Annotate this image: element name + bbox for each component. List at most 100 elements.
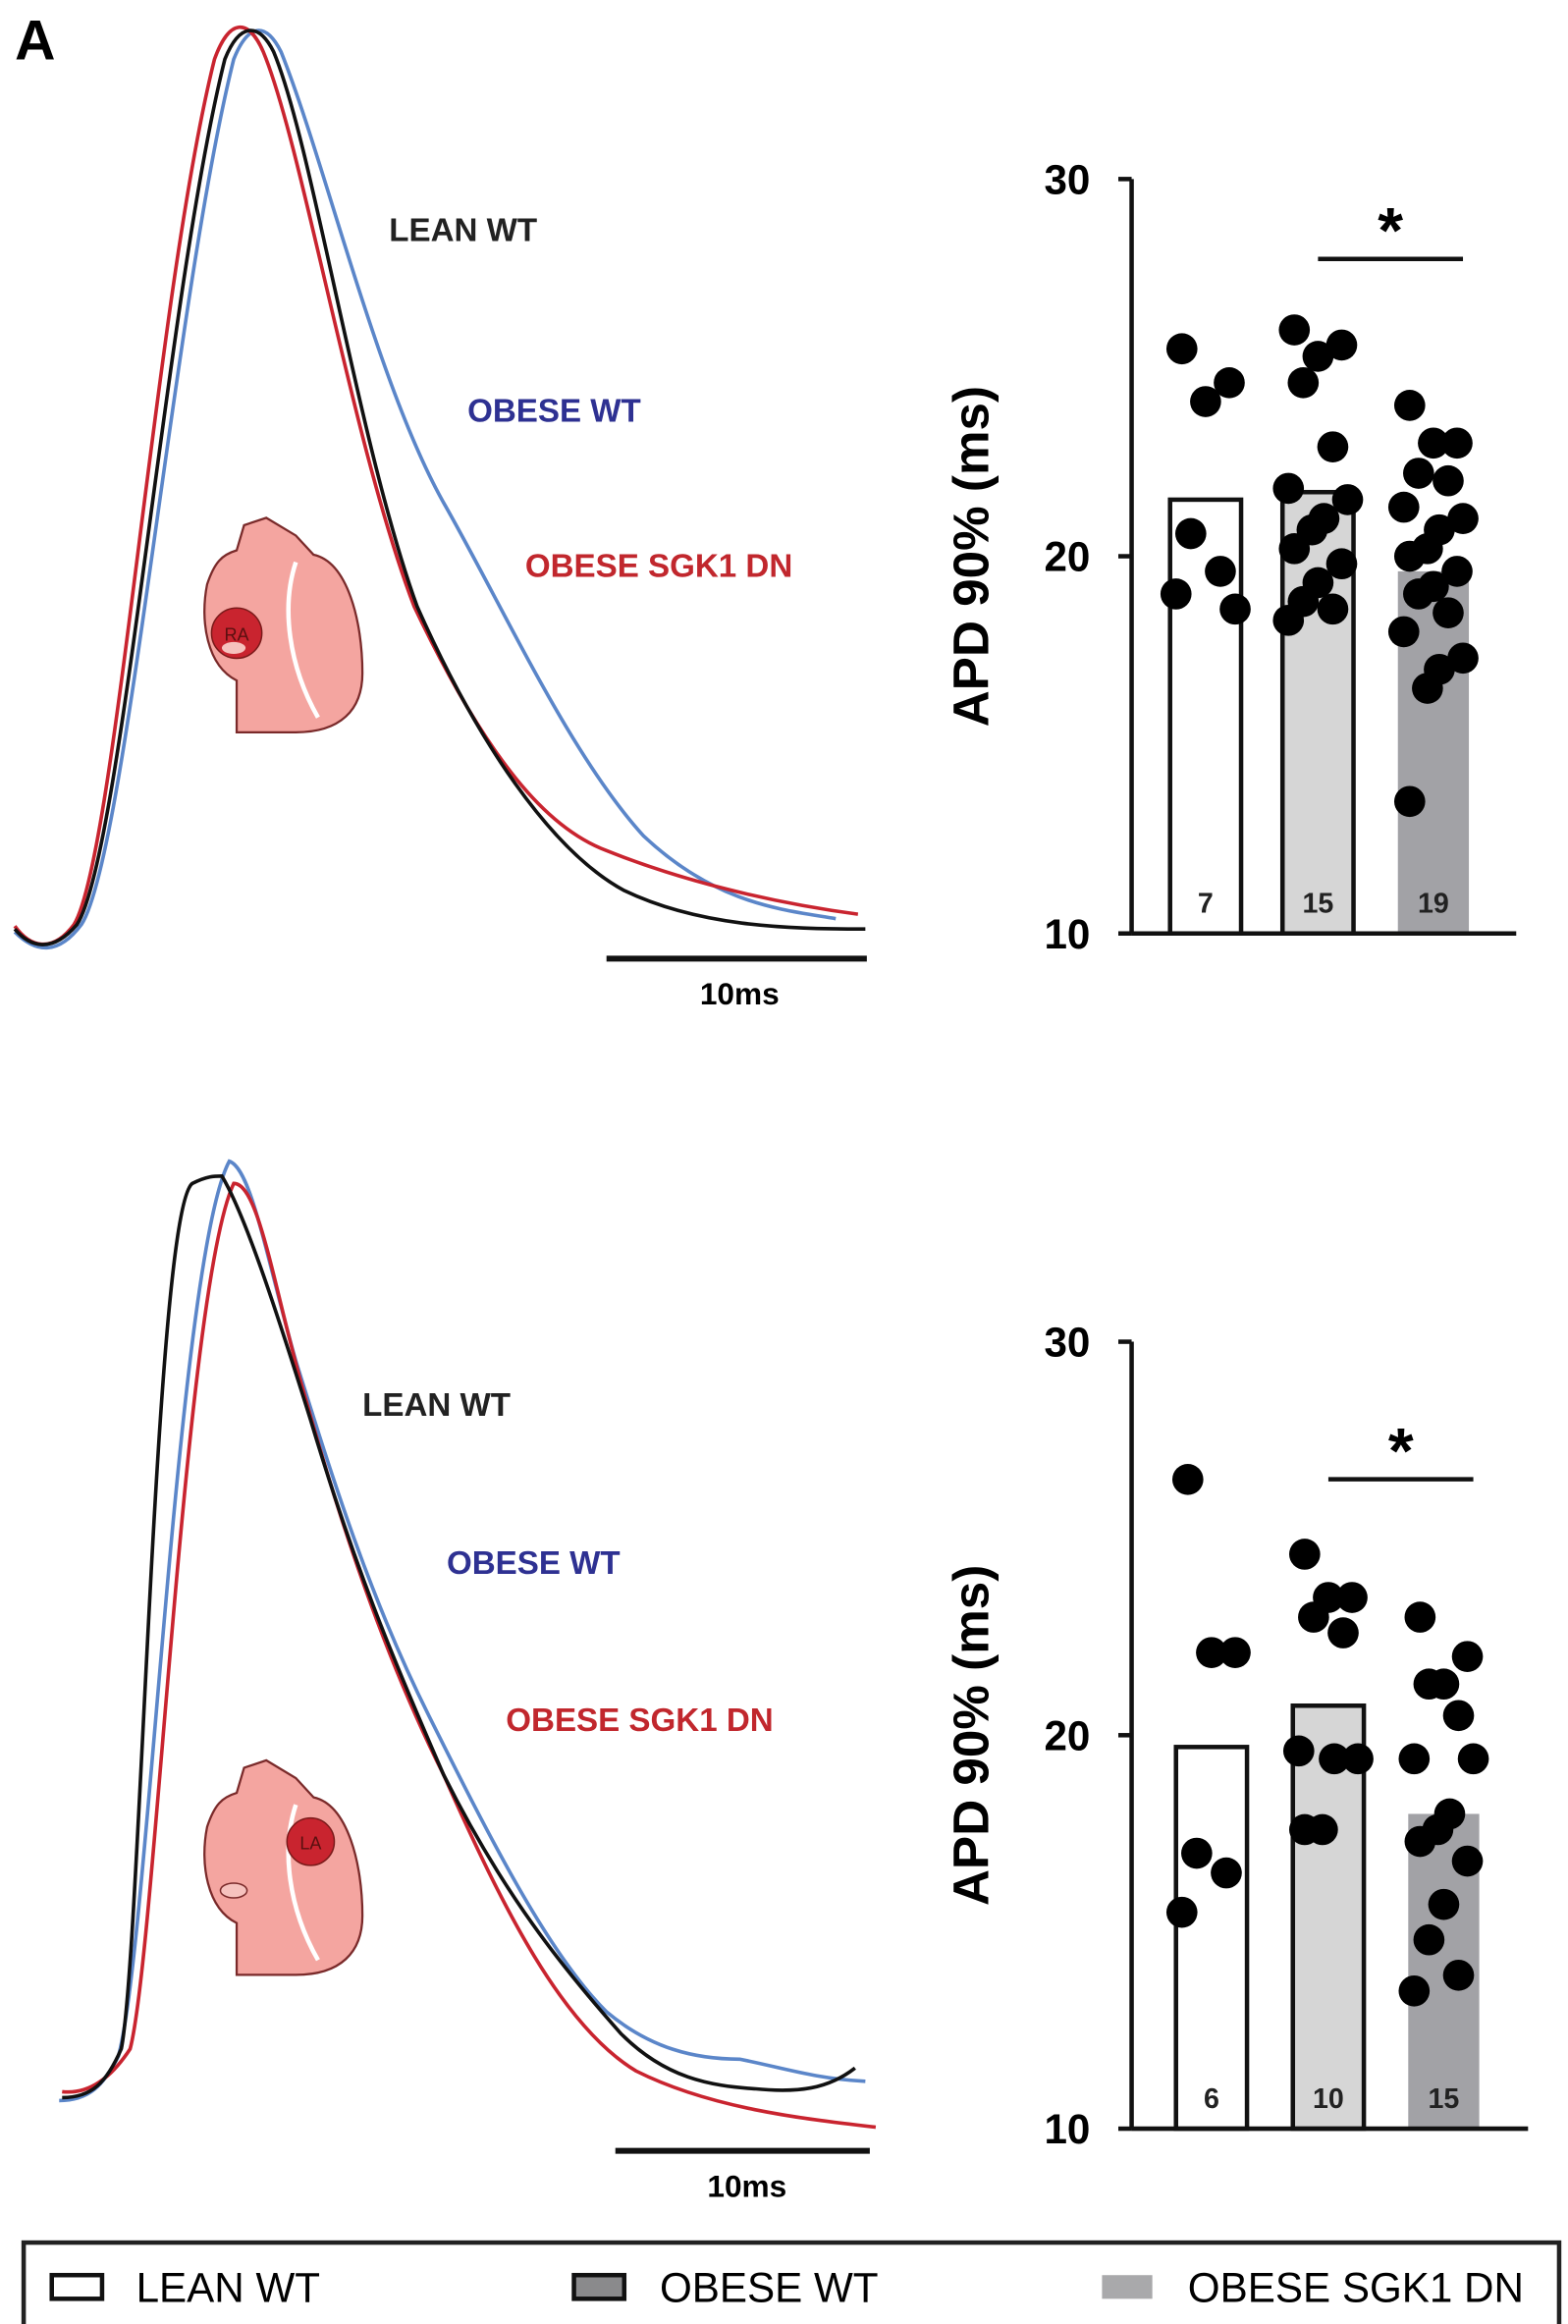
data-point: [1413, 1668, 1445, 1701]
data-point: [1387, 491, 1420, 523]
data-point: [1211, 1857, 1242, 1889]
panel-label: A: [15, 9, 55, 72]
data-point: [1393, 785, 1426, 818]
data-point: [1287, 367, 1320, 399]
y-tick-label: 30: [1044, 1320, 1090, 1366]
y-tick-label: 20: [1044, 534, 1090, 580]
data-point: [1393, 390, 1426, 421]
n-label: 15: [1429, 2083, 1460, 2115]
trace-label: OBESE SGK1 DN: [506, 1702, 773, 1739]
trace-label: LEAN WT: [389, 213, 537, 249]
data-point: [1219, 593, 1251, 625]
chamber-label: LA: [299, 1834, 322, 1854]
legend-swatch: [571, 2272, 627, 2301]
data-point: [1342, 1743, 1374, 1775]
n-label: 19: [1418, 889, 1449, 920]
data-point: [1441, 427, 1473, 459]
legend-label: OBESE WT: [660, 2264, 879, 2310]
data-point: [1447, 642, 1479, 675]
data-point: [1387, 616, 1420, 648]
data-point: [1398, 1743, 1431, 1775]
data-point: [1433, 597, 1464, 628]
data-point: [1181, 1837, 1213, 1869]
trace-label: OBESE SGK1 DN: [525, 549, 792, 585]
data-point: [1214, 367, 1245, 399]
data-point: [1327, 1617, 1359, 1648]
data-point: [1190, 386, 1221, 417]
data-point: [1418, 427, 1449, 459]
data-point: [1317, 593, 1349, 625]
data-point: [1404, 1825, 1436, 1858]
data-point: [1272, 472, 1305, 505]
y-tick-label: 10: [1044, 2106, 1090, 2152]
data-point: [1317, 431, 1349, 462]
data-point: [1447, 503, 1479, 534]
data-point: [1171, 1463, 1204, 1495]
data-point: [1331, 484, 1364, 515]
data-point: [1393, 540, 1426, 572]
data-point: [1325, 548, 1358, 580]
y-axis-title: APD 90% (ms): [943, 1565, 999, 1906]
data-point: [1403, 458, 1434, 489]
y-tick-label: 30: [1044, 156, 1090, 202]
n-label: 10: [1313, 2083, 1344, 2115]
data-point: [1325, 329, 1358, 361]
trace-label: LEAN WT: [362, 1387, 511, 1424]
n-label: 15: [1302, 889, 1333, 920]
traces-bottom: [59, 1159, 877, 2154]
data-point: [1165, 333, 1198, 365]
chamber-label: RA: [225, 625, 250, 645]
bar: [1279, 489, 1356, 936]
heart-icon: LA: [203, 1758, 364, 1976]
data-point: [1433, 464, 1464, 497]
data-point: [1174, 517, 1207, 550]
data-point: [1289, 1539, 1321, 1570]
data-point: [1398, 1974, 1431, 2007]
heart-icon: RA: [203, 516, 364, 733]
data-point: [1413, 1923, 1445, 1956]
legend-label: LEAN WT: [136, 2264, 320, 2310]
n-label: 6: [1204, 2083, 1219, 2115]
data-point: [1404, 1601, 1436, 1633]
legend-label: OBESE SGK1 DN: [1188, 2264, 1524, 2310]
trace-label: OBESE WT: [447, 1545, 621, 1582]
data-point: [1282, 1735, 1315, 1767]
data-point: [1403, 578, 1434, 610]
data-point: [1441, 556, 1473, 587]
data-point: [1442, 1700, 1475, 1732]
significance-label: *: [1388, 1416, 1414, 1488]
data-point: [1412, 673, 1443, 704]
data-point: [1298, 1601, 1329, 1633]
legend-swatch: [1102, 2275, 1153, 2299]
scale-bar-label: 10ms: [700, 976, 780, 1011]
y-axis-title: APD 90% (ms): [943, 386, 999, 727]
data-point: [1289, 1813, 1321, 1846]
y-tick-label: 10: [1044, 911, 1090, 957]
data-point: [1219, 1637, 1251, 1668]
y-tick-label: 20: [1044, 1712, 1090, 1758]
data-point: [1442, 1959, 1475, 1991]
data-point: [1196, 1637, 1227, 1668]
trace-label: OBESE WT: [467, 393, 641, 429]
data-point: [1160, 578, 1192, 610]
scale-bar-label: 10ms: [707, 2168, 786, 2203]
legend-box: [21, 2240, 1562, 2324]
data-point: [1457, 1743, 1489, 1775]
data-point: [1302, 341, 1334, 372]
bar: [1290, 1702, 1367, 2132]
data-point: [1165, 1896, 1198, 1928]
n-label: 7: [1198, 889, 1214, 920]
data-point: [1205, 556, 1236, 587]
data-point: [1451, 1845, 1484, 1877]
bar: [1173, 1745, 1250, 2132]
data-point: [1336, 1582, 1368, 1613]
data-point: [1451, 1641, 1484, 1672]
data-point: [1428, 1888, 1460, 1920]
legend-swatch: [49, 2272, 105, 2301]
data-point: [1278, 533, 1311, 565]
data-point: [1272, 605, 1305, 636]
data-point: [1278, 314, 1311, 346]
traces-top: [13, 25, 867, 962]
significance-label: *: [1378, 195, 1403, 268]
